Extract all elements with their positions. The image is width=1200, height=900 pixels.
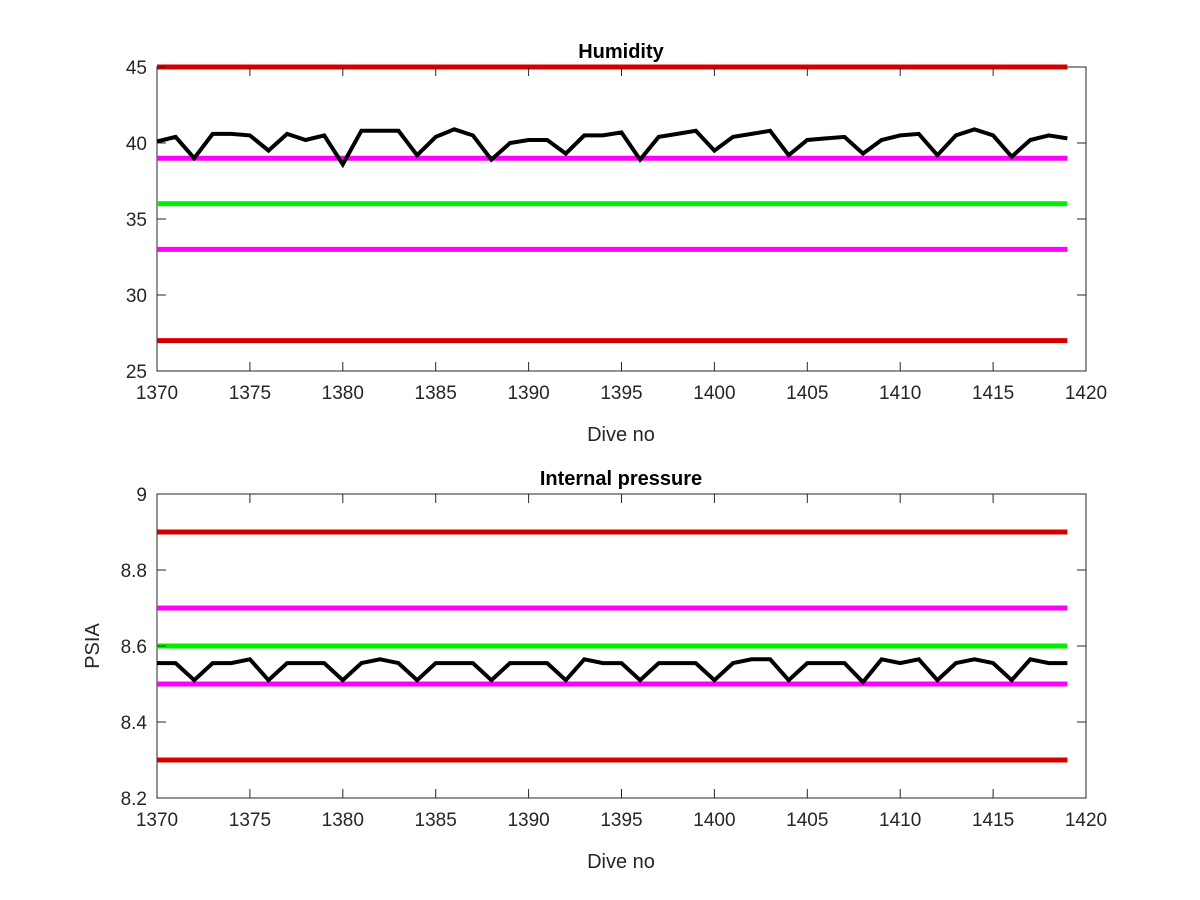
pressure-x-axis-label: Dive no [587,851,655,873]
pressure-x-tick-label: 1380 [322,810,364,831]
humidity-threshold-lines [157,64,1068,344]
pressure-y-tick-label: 8.4 [121,713,148,734]
pressure-series-group [157,657,1068,686]
humidity-x-tick-label: 1420 [1065,383,1107,404]
humidity-y-tick-label: 45 [126,58,147,79]
pressure-x-tick-label: 1375 [229,810,271,831]
pressure-x-tick-label: 1415 [972,810,1014,831]
humidity-axes-box [156,66,1087,372]
humidity-x-tick-label: 1415 [972,383,1014,404]
pressure-y-tick-label: 9 [136,485,147,506]
pressure-x-tick-label: 1400 [693,810,735,831]
pressure-y-tick-label: 8.8 [121,561,147,582]
pressure-x-tick-label: 1390 [507,810,549,831]
humidity-x-tick-label: 1410 [879,383,921,404]
humidity-y-tick-label: 35 [126,210,147,231]
humidity-x-tick-label: 1390 [507,383,549,404]
humidity-chart-title: Humidity [578,41,664,63]
pressure-y-ticks: 8.2 8.4 8.6 8.8 9 [121,485,1086,810]
humidity-x-axis-label: Dive no [587,424,655,446]
humidity-series-line-0 [156,127,1068,169]
humidity-x-tick-label: 1395 [600,383,642,404]
pressure-x-tick-label: 1395 [600,810,642,831]
pressure-threshold-lines [157,529,1068,763]
internal-pressure-panel: 1370 1375 1380 1385 1390 1395 1400 1405 1410 1415… [82,468,1107,873]
humidity-y-tick-label: 40 [126,134,147,155]
pressure-y-tick-label: 8.2 [121,789,147,810]
pressure-x-tick-label: 1405 [786,810,828,831]
humidity-y-tick-label: 30 [126,286,147,307]
pressure-x-tick-label: 1385 [415,810,457,831]
pressure-x-ticks: 1370 1375 1380 1385 1390 1395 1400 1405 1410 1415… [136,494,1107,831]
pressure-y-axis-label: PSIA [82,623,104,669]
humidity-y-tick-label: 25 [126,362,147,383]
pressure-x-tick-label: 1370 [136,810,178,831]
pressure-x-tick-label: 1410 [879,810,921,831]
pressure-series-line-0 [157,657,1068,686]
humidity-series-group [156,127,1068,169]
humidity-panel: 1370 1375 1380 1385 1390 1395 1400 1405 1410 1415… [126,41,1107,446]
humidity-x-tick-label: 1405 [786,383,828,404]
humidity-x-tick-label: 1370 [136,383,178,404]
pressure-y-tick-label: 8.6 [121,637,147,658]
humidity-x-tick-label: 1380 [322,383,364,404]
humidity-y-ticks: 25 30 35 40 45 [126,58,1086,383]
humidity-x-tick-label: 1375 [229,383,271,404]
humidity-x-ticks: 1370 1375 1380 1385 1390 1395 1400 1405 1410 1415… [136,67,1107,404]
pressure-x-tick-label: 1420 [1065,810,1107,831]
pressure-chart-title: Internal pressure [540,468,702,490]
humidity-x-tick-label: 1400 [693,383,735,404]
humidity-x-tick-label: 1385 [415,383,457,404]
